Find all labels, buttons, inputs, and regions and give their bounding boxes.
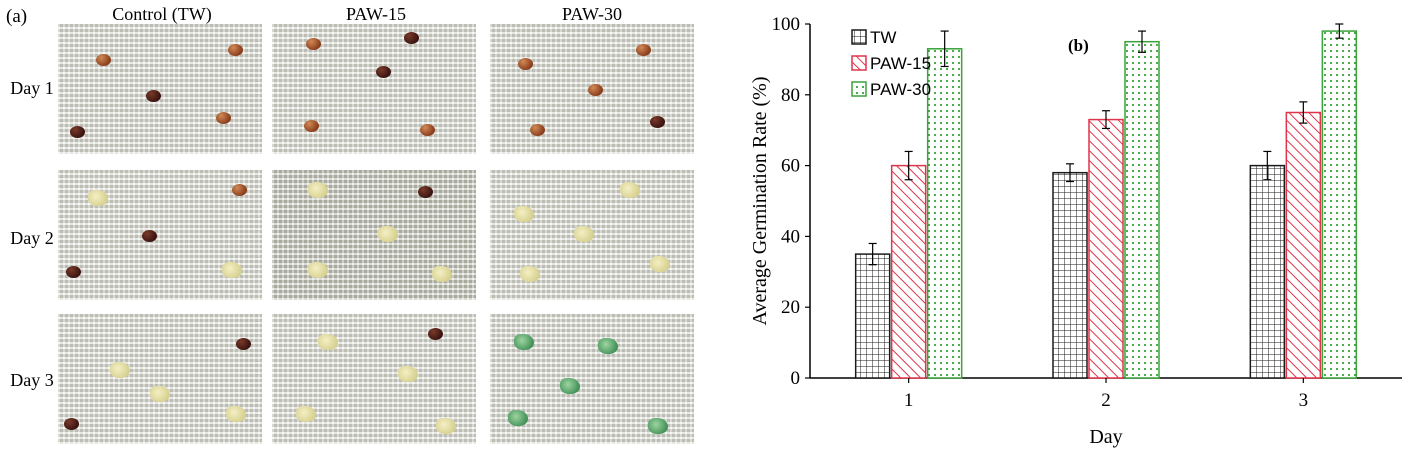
y-tick-label: 60	[781, 156, 800, 177]
bar-paw30-day2	[1124, 40, 1160, 379]
bar-paw15-day2	[1088, 118, 1124, 379]
bar-paw30-day3	[1321, 30, 1358, 379]
panel-a-photo-grid: (a) Control (TW) PAW-15 PAW-30 Day 1 Day…	[0, 0, 700, 449]
bar-tw-day2	[1052, 171, 1088, 379]
row-header-day3: Day 3	[10, 370, 54, 390]
y-tick-label: 40	[781, 226, 800, 247]
x-axis-label: Day	[1089, 426, 1122, 448]
row-header-day1: Day 1	[10, 78, 54, 98]
photo-control-day1	[58, 24, 262, 154]
x-tick-label: 2	[1101, 390, 1111, 411]
photo-paw30-day3	[490, 314, 694, 444]
row-header-day2: Day 2	[10, 228, 54, 248]
y-tick-label: 100	[772, 14, 801, 35]
legend-swatch-paw15	[851, 55, 867, 71]
legend-label: PAW-15	[870, 54, 931, 73]
bar-tw-day3	[1249, 164, 1286, 379]
photo-control-day2	[58, 170, 262, 300]
bar-tw-day1	[854, 253, 891, 379]
legend-label: TW	[870, 28, 896, 47]
column-header-paw15: PAW-15	[346, 4, 406, 24]
bar-paw15-day3	[1285, 111, 1322, 379]
legend-swatch-tw	[851, 29, 867, 45]
legend-swatch-paw30	[851, 81, 867, 97]
legend-label: PAW-30	[870, 80, 931, 99]
y-tick-label: 80	[781, 85, 800, 106]
photo-paw30-day1	[490, 24, 694, 154]
photo-paw15-day3	[272, 314, 476, 444]
panel-b-bar-chart: 0 20 40 60 80 100 1 2 3 Day Average Germination Ra…	[749, 14, 1402, 448]
photo-paw15-day2	[272, 170, 476, 300]
y-tick-label: 20	[781, 297, 800, 318]
photo-paw30-day2	[490, 170, 694, 300]
bar-paw30-day1	[926, 48, 963, 379]
panel-a-label: (a)	[6, 6, 28, 27]
x-tick-label: 1	[904, 390, 914, 411]
x-tick-label: 3	[1299, 390, 1309, 411]
column-header-control: Control (TW)	[112, 4, 212, 24]
photo-control-day3	[58, 314, 262, 444]
y-axis-label: Average Germination Rate (%)	[749, 77, 771, 326]
column-header-paw30: PAW-30	[562, 4, 622, 24]
y-tick-label: 0	[791, 368, 801, 389]
panel-b-label: (b)	[1068, 36, 1089, 55]
bar-paw15-day1	[890, 164, 927, 379]
photo-paw15-day1	[272, 24, 476, 154]
